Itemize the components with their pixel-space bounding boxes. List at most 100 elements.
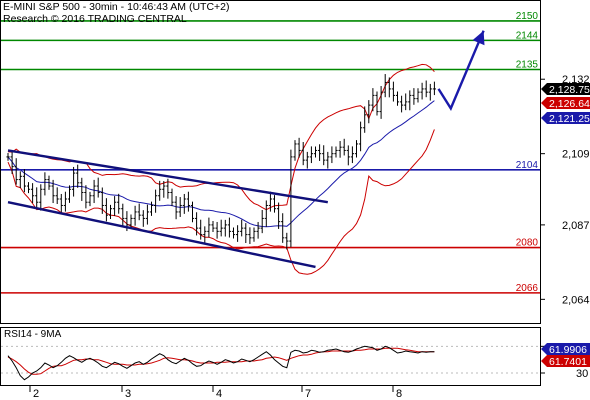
price-bar — [363, 106, 367, 133]
rsi-tag-box — [541, 355, 590, 367]
trend-channel — [7, 149, 328, 269]
y-tick-label: 2,109 — [562, 149, 590, 161]
price-bar — [424, 80, 428, 98]
price-bar — [88, 191, 92, 207]
price-bar — [432, 81, 436, 96]
x-tick-label: 8 — [396, 388, 402, 400]
copyright-text: Research © 2016 TRADING CENTRAL — [3, 13, 187, 25]
price-bar — [379, 86, 383, 119]
price-bar — [318, 144, 322, 161]
price-bar — [268, 191, 272, 212]
price-bar — [428, 83, 432, 101]
price-bar — [203, 226, 207, 244]
price-bar — [22, 169, 26, 193]
price-bar — [166, 178, 170, 199]
price-bar — [104, 198, 108, 222]
moving-average-line — [7, 100, 435, 228]
forecast-arrowhead — [472, 30, 485, 46]
rsi-tick-label: 30 — [576, 368, 588, 380]
price-bar — [309, 146, 313, 164]
price-bar — [178, 197, 182, 217]
price-bar — [252, 227, 256, 242]
price-bar — [31, 183, 35, 204]
x-tick-label: 3 — [125, 388, 131, 400]
price-tag-bollinger: 2,126.64 — [541, 97, 590, 110]
price-bar — [18, 171, 22, 188]
price-bar — [67, 185, 72, 203]
level-label-2080: 2080 — [516, 238, 539, 249]
rsi-tag-label: 61.7401 — [549, 356, 587, 368]
price-bar — [39, 184, 43, 211]
price-bar — [305, 151, 309, 169]
x-tick-label: 7 — [305, 388, 311, 400]
price-tag-last: 2,128.75 — [541, 83, 590, 96]
price-bar — [129, 214, 133, 229]
price-bar — [219, 219, 223, 237]
x-axis: 2 3 4 7 8 — [29, 385, 402, 400]
price-bar — [55, 187, 59, 205]
level-label-2144: 2144 — [516, 30, 539, 41]
price-bar — [301, 142, 305, 166]
price-bar — [108, 204, 113, 220]
price-bar — [84, 185, 88, 209]
bollinger-lower-line — [7, 129, 435, 275]
price-bar — [6, 153, 10, 161]
price-bar — [72, 166, 76, 197]
price-bar — [244, 223, 248, 244]
price-bar — [346, 145, 350, 166]
price-bar — [43, 172, 47, 196]
chart-title: E-MINI S&P 500 - 30min - 10:46:43 AM (UT… — [3, 1, 230, 13]
channel-upper-line — [7, 149, 328, 204]
price-bar — [342, 138, 346, 156]
price-bar — [285, 232, 289, 250]
price-bar — [223, 219, 227, 237]
price-bar — [92, 179, 96, 204]
price-tags: 2,128.75 2,126.64 2,121.25 — [541, 83, 590, 125]
price-bar — [10, 150, 14, 174]
price-bar — [186, 191, 190, 212]
x-tick-label: 2 — [33, 388, 39, 400]
channel-lower-line — [7, 201, 316, 269]
price-bar — [100, 187, 104, 214]
price-bar — [359, 121, 363, 152]
x-tick-label: 4 — [216, 388, 222, 400]
price-bar — [14, 158, 18, 185]
price-bar — [182, 193, 186, 214]
price-bar — [227, 217, 231, 238]
price-bar — [80, 177, 84, 201]
price-bar — [149, 201, 154, 216]
price-panel-frame — [0, 0, 541, 324]
price-bar — [137, 203, 141, 221]
rsi-tag-box — [541, 343, 590, 355]
price-bar — [195, 212, 199, 236]
price-bar — [231, 227, 236, 239]
price-bar — [59, 193, 63, 214]
price-bar — [391, 81, 395, 102]
rsi-lines — [1, 345, 540, 381]
price-bar — [47, 175, 51, 190]
price-bar — [400, 95, 404, 113]
price-bar — [322, 145, 326, 166]
price-bar — [141, 210, 145, 227]
price-tag-label: 2,128.75 — [549, 84, 590, 96]
price-bar — [326, 151, 330, 169]
level-label-2135: 2135 — [516, 60, 539, 71]
price-tag-label: 2,126.64 — [549, 98, 590, 110]
price-bar — [240, 219, 244, 237]
rsi-panel-frame — [0, 327, 541, 386]
price-bar — [260, 209, 264, 234]
price-bar — [248, 227, 252, 244]
price-bar — [408, 90, 412, 111]
price-bar — [277, 202, 281, 229]
forecast-arrow — [437, 30, 485, 111]
forecast-path — [437, 30, 485, 111]
price-tag-box — [541, 97, 590, 109]
price-tag-label: 2,121.25 — [549, 113, 590, 125]
price-bar — [35, 187, 39, 208]
price-bar — [272, 195, 277, 213]
price-bar — [354, 140, 359, 158]
price-bar — [297, 137, 301, 158]
